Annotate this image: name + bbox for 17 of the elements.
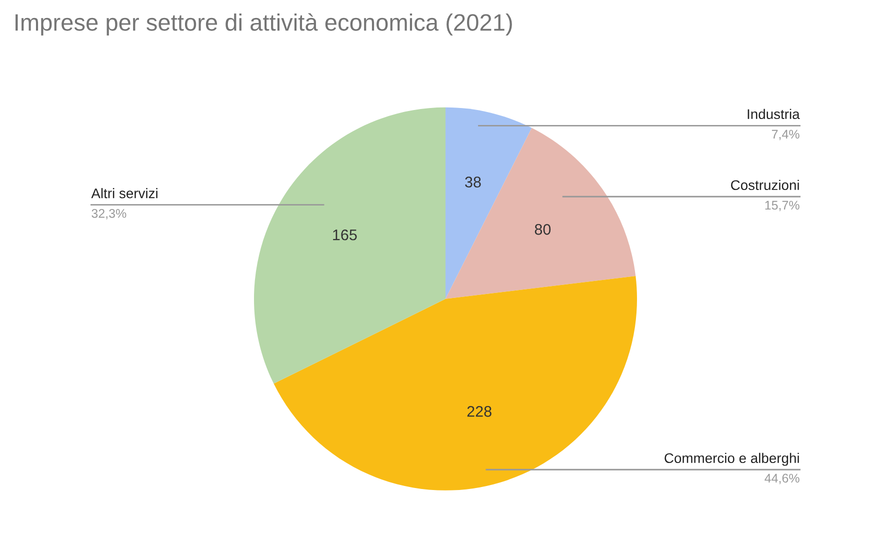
text: 44,6% xyxy=(764,474,800,484)
data-label: 165 xyxy=(333,229,357,240)
data-label: 228 xyxy=(467,406,492,417)
text: 32,3% xyxy=(92,209,126,220)
pie-slice xyxy=(446,128,636,299)
slice-label: Industria xyxy=(748,108,800,120)
slice-label: Costruzioni xyxy=(731,180,799,190)
pie-slice xyxy=(446,107,532,299)
text: 7,4% xyxy=(772,130,800,140)
pie-slice xyxy=(254,107,446,384)
slice-label: Commercio e alberghi xyxy=(664,452,799,466)
chart-title: Imprese per settore di attività economica (2021) xyxy=(16,13,512,36)
data-label: 38 xyxy=(465,176,481,188)
text: 15,7% xyxy=(765,200,800,212)
data-label: 80 xyxy=(534,224,551,235)
slice-label: Altri servizi xyxy=(91,188,158,198)
pie-slice xyxy=(274,276,638,490)
